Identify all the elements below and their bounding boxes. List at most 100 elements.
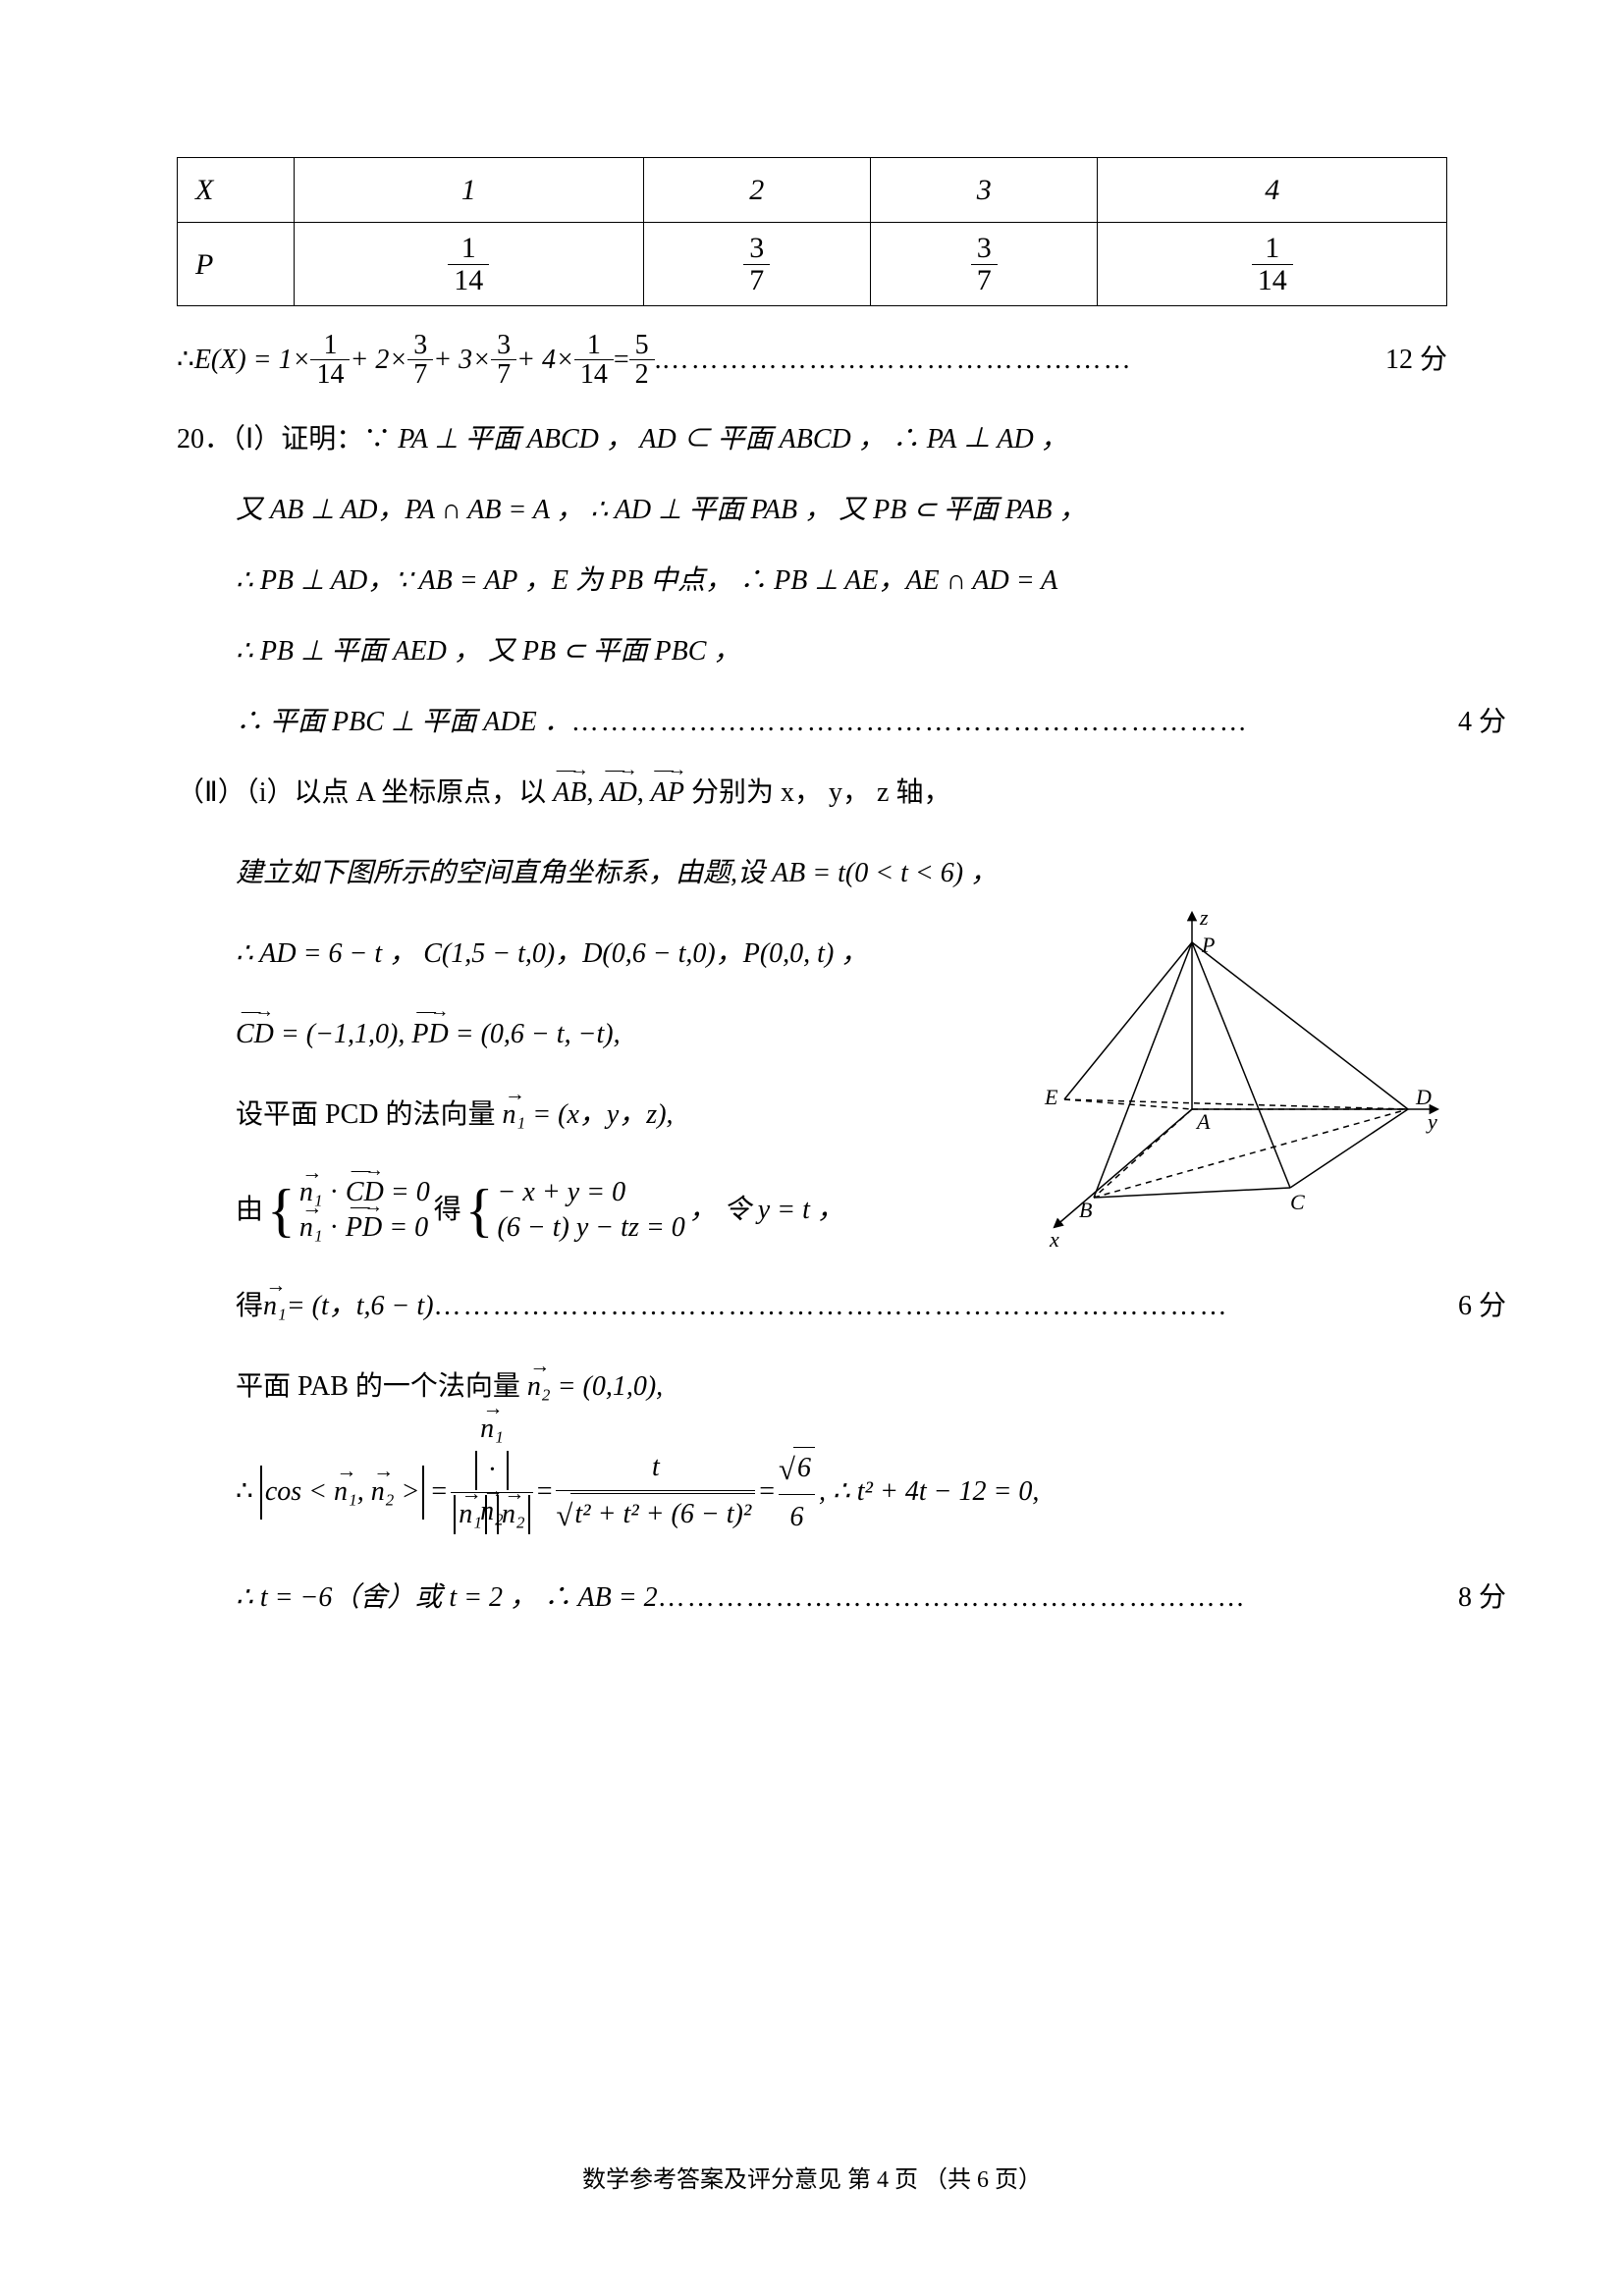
point-E-label: E <box>1044 1085 1058 1109</box>
points-label: 6 分 <box>1458 1286 1506 1327</box>
vector-AD: AD <box>600 773 636 814</box>
part2-l3: ∴ AD = 6 − t ， C(1,5 − t,0)，D(0,6 − t,0)… <box>177 934 982 975</box>
text: 得 <box>236 1286 263 1327</box>
text: 建立如下图所示的空间直角坐标系，由题,设 AB = t(0 < t < 6) ， <box>236 858 998 888</box>
text: , ∴ t² + 4t − 12 = 0, <box>819 1471 1039 1513</box>
text: 又 AB ⊥ AD，PA ∩ AB = A ， ∴ AD ⊥ 平面 PAB ， … <box>236 495 1087 525</box>
table-header-X: X <box>178 158 295 223</box>
vector-n1: n₁ <box>502 1095 525 1136</box>
text: 6 <box>793 1447 815 1489</box>
q20-l2: 又 AB ⊥ AD，PA ∩ AB = A ， ∴ AD ⊥ 平面 PAB ， … <box>177 490 1447 531</box>
text: E(X) = 1× <box>194 340 311 381</box>
leader-dots: …………………………………………………………… <box>571 702 1458 743</box>
text: （Ⅱ）（i）以点 A 坐标原点，以 <box>177 777 553 808</box>
text: 设平面 PCD 的法向量 <box>236 1099 502 1130</box>
text: ∴ PB ⊥ 平面 AED ， 又 PB ⊂ 平面 PBC ， <box>236 636 740 667</box>
q20-l4: ∴ PB ⊥ 平面 AED ， 又 PB ⊂ 平面 PBC ， <box>177 631 1447 672</box>
table-prob-4: 114 <box>1098 223 1447 306</box>
text: ∴ t = −6（舍）或 t = 2 ， ∴ AB = 2 <box>236 1577 658 1619</box>
table-prob-label: P <box>178 223 295 306</box>
points-label: 4 分 <box>1458 702 1506 743</box>
table-row: P 114 37 37 114 <box>178 223 1447 306</box>
fraction: n₁ · n₂ n₁ n₂ <box>451 1451 532 1534</box>
text: 由 <box>236 1190 263 1231</box>
text: ∴ 平面 PBC ⊥ 平面 ADE ． <box>236 702 571 743</box>
text: = (0,1,0), <box>558 1371 664 1402</box>
text: 20．（Ⅰ）证明：∵ <box>177 424 398 454</box>
page-footer: 数学参考答案及评分意见 第 4 页 （共 6 页） <box>0 2163 1624 2198</box>
table-prob-3: 37 <box>870 223 1097 306</box>
text: = 0 <box>384 1177 430 1207</box>
page: X 1 2 3 4 P 114 37 37 114 ∴ E(X) = 1× 11… <box>0 0 1624 2296</box>
text: = (t，t,6 − t) <box>287 1286 434 1327</box>
vector-PD: PD <box>346 1210 382 1246</box>
table-header-4: 4 <box>1098 158 1447 223</box>
text: ∴ <box>236 1471 253 1513</box>
axis-y-label: y <box>1426 1109 1437 1134</box>
vector-AP: AP <box>651 773 684 814</box>
text: = <box>431 1471 447 1513</box>
table-header-3: 3 <box>870 158 1097 223</box>
text: + 3× <box>433 340 491 381</box>
text: = 0 <box>382 1212 428 1243</box>
point-A-label: A <box>1195 1109 1211 1134</box>
vector-AB: AB <box>553 773 586 814</box>
text: = <box>537 1471 553 1513</box>
points-label: 12 分 <box>1385 340 1447 381</box>
table-header-1: 1 <box>295 158 644 223</box>
table-header-2: 2 <box>643 158 870 223</box>
q20-l5: ∴ 平面 PBC ⊥ 平面 ADE ． ……………………………………………………… <box>177 702 1506 743</box>
part2-l1: （Ⅱ）（i）以点 A 坐标原点，以 AB, AD, AP 分别为 x， y， z… <box>177 773 1447 814</box>
text: = (−1,1,0), <box>281 1019 405 1049</box>
text: t² + t² + (6 − t)² <box>570 1493 755 1535</box>
point-D-label: D <box>1415 1085 1432 1109</box>
fraction: √6 6 <box>779 1447 815 1538</box>
cos-line: ∴ cos < n₁, n₂ > = n₁ · n₂ n₁ n₂ = t √t²… <box>177 1447 1447 1538</box>
table-row: X 1 2 3 4 <box>178 158 1447 223</box>
text: = (x，y，z), <box>532 1099 673 1130</box>
vector-n1: n₁ <box>299 1210 323 1246</box>
leader-dots: …………………………………………………… <box>658 1577 1458 1619</box>
axis-z-label: z <box>1199 905 1209 930</box>
text: . <box>655 340 662 381</box>
vector-n2: n₂ <box>527 1366 551 1408</box>
expectation-line: ∴ E(X) = 1× 114 + 2× 37 + 3× 37 + 4× 114… <box>177 331 1447 390</box>
text: = (0,6 − t, −t), <box>456 1019 621 1049</box>
part2-l2: 建立如下图所示的空间直角坐标系，由题,设 AB = t(0 < t < 6) ， <box>177 853 1447 894</box>
text: ∴ AD = 6 − t ， C(1,5 − t,0)，D(0,6 − t,0)… <box>236 938 868 969</box>
text: ∴ <box>177 340 194 381</box>
text: 分别为 x， y， z 轴， <box>691 777 950 808</box>
distribution-table: X 1 2 3 4 P 114 37 37 114 <box>177 157 1447 306</box>
leader-dots: ……………………………………………………………………… <box>434 1286 1458 1327</box>
point-B-label: B <box>1079 1198 1092 1222</box>
point-P-label: P <box>1201 933 1215 957</box>
fraction: t √t² + t² + (6 − t)² <box>556 1447 755 1538</box>
leader-dots: ………………………………………… <box>662 340 1385 381</box>
point-C-label: C <box>1290 1190 1305 1214</box>
text: = <box>614 340 629 381</box>
vector-PD: PD <box>411 1014 448 1055</box>
text: 得 <box>434 1190 461 1231</box>
part2-l8: 平面 PAB 的一个法向量 n₂ = (0,1,0), <box>177 1366 1447 1408</box>
table-prob-2: 37 <box>643 223 870 306</box>
text: ， 令 y = t ， <box>689 1190 844 1231</box>
vector-CD: CD <box>236 1014 274 1055</box>
q20-l1: 20．（Ⅰ）证明：∵ PA ⊥ 平面 ABCD ， AD ⊂ 平面 ABCD ，… <box>177 419 1447 460</box>
part2-l10: ∴ t = −6（舍）或 t = 2 ， ∴ AB = 2 …………………………… <box>177 1577 1506 1619</box>
text: = <box>759 1471 775 1513</box>
text: t <box>652 1447 660 1488</box>
text: − x + y = 0 <box>498 1175 685 1210</box>
axis-x-label: x <box>1049 1227 1059 1252</box>
points-label: 8 分 <box>1458 1577 1506 1619</box>
brace-system-1: { n₁ · CD = 0 n₁ · PD = 0 <box>267 1175 430 1247</box>
text: 6 <box>790 1497 804 1538</box>
vector-n1: n₁ <box>263 1286 287 1327</box>
text: (6 − t) y − tz = 0 <box>498 1210 685 1246</box>
text: + 4× <box>516 340 574 381</box>
text: PA ⊥ 平面 ABCD ， AD ⊂ 平面 ABCD ， ∴ PA ⊥ AD … <box>398 424 1067 454</box>
q20-l3: ∴ PB ⊥ AD，∵ AB = AP ，E 为 PB 中点， ∴ PB ⊥ A… <box>177 561 1447 602</box>
part2-l7: 得 n₁ = (t，t,6 − t) ………………………………………………………… <box>177 1286 1506 1327</box>
brace-system-2: { − x + y = 0 (6 − t) y − tz = 0 <box>465 1175 685 1247</box>
text: ∴ PB ⊥ AD，∵ AB = AP ，E 为 PB 中点， ∴ PB ⊥ A… <box>236 565 1057 596</box>
pyramid-diagram: z y x P E A B C D <box>996 903 1447 1256</box>
